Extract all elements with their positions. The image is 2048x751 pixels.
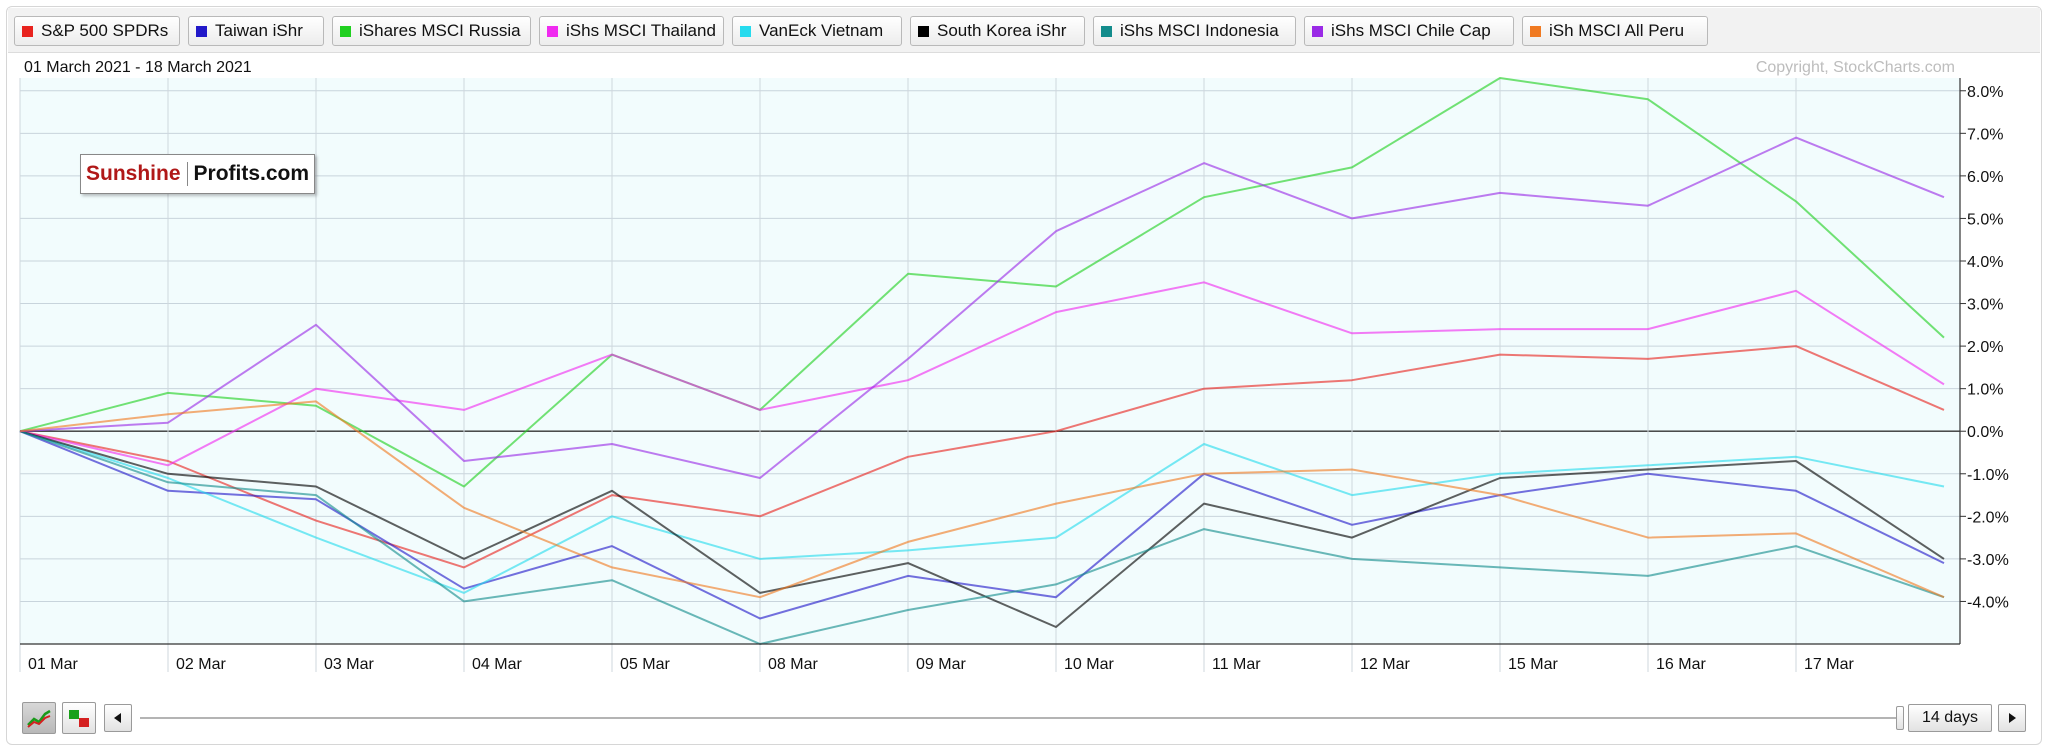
series-line: [19, 430, 1945, 620]
chart-controls: 14 days: [8, 690, 2040, 740]
series-line: [19, 136, 1945, 479]
copyright-label: Copyright, StockCharts.com: [1756, 59, 1955, 76]
scroll-right-button[interactable]: [1998, 704, 2026, 732]
scroll-handle[interactable]: [1896, 706, 1904, 730]
legend-swatch: [196, 25, 207, 37]
series-line: [19, 400, 1945, 599]
legend-label: S&P 500 SPDRs: [41, 21, 169, 40]
legend-swatch: [1530, 25, 1541, 37]
legend-label: iSh MSCI All Peru: [1549, 21, 1685, 40]
legend-swatch: [340, 25, 351, 37]
legend-swatch: [22, 25, 33, 37]
legend-label: iShs MSCI Thailand: [566, 21, 716, 40]
watermark-part-1: Sunshine: [86, 162, 188, 186]
series-line: [19, 430, 1945, 594]
x-tick-label: 12 Mar: [1360, 656, 1410, 673]
legend-item[interactable]: iShs MSCI Indonesia: [1093, 16, 1296, 46]
line-chart-button[interactable]: [22, 702, 56, 734]
x-tick-label: 15 Mar: [1508, 656, 1558, 673]
y-tick-label: -4.0%: [1967, 594, 2009, 611]
legend-label: South Korea iShr: [937, 21, 1067, 40]
x-axis-ticks: 01 Mar 02 Mar 03 Mar 04 Mar 05 Mar 08 Mar 09 M…: [28, 656, 1854, 673]
x-tick-label: 11 Mar: [1212, 656, 1261, 673]
y-tick-label: 2.0%: [1967, 339, 2003, 356]
period-label: 14 days: [1921, 709, 1979, 726]
y-tick-label: 5.0%: [1967, 211, 2003, 228]
legend-item[interactable]: S&P 500 SPDRs: [14, 16, 180, 46]
legend-swatch: [1101, 25, 1112, 37]
y-tick-label: -2.0%: [1967, 509, 2009, 526]
legend-swatch: [547, 25, 558, 37]
y-tick-label: -3.0%: [1967, 552, 2009, 569]
y-tick-label: 0.0%: [1967, 424, 2003, 441]
legend-label: iShs MSCI Indonesia: [1120, 21, 1279, 40]
period-selector-button[interactable]: 14 days: [1908, 704, 1992, 732]
y-tick-label: -1.0%: [1967, 467, 2009, 484]
legend-swatch: [740, 25, 751, 37]
x-tick-label: 10 Mar: [1064, 656, 1114, 673]
y-tick-label: 8.0%: [1967, 84, 2003, 101]
legend-item[interactable]: VanEck Vietnam: [732, 16, 902, 46]
legend-label: Taiwan iShr: [215, 21, 303, 40]
y-tick-label: 3.0%: [1967, 297, 2003, 314]
legend-item[interactable]: Taiwan iShr: [188, 16, 324, 46]
series-line: [19, 430, 1945, 628]
x-tick-label: 09 Mar: [916, 656, 966, 673]
line-chart-icon: [27, 709, 51, 728]
x-tick-label: 01 Mar: [28, 656, 78, 673]
legend-label: VanEck Vietnam: [759, 21, 884, 40]
sunshine-profits-watermark: Sunshine Profits.com: [80, 154, 316, 194]
x-tick-label: 02 Mar: [176, 656, 226, 673]
candlestick-button[interactable]: [62, 702, 96, 734]
left-arrow-icon: [114, 713, 121, 723]
candlestick-icon: [69, 710, 89, 727]
plot-background: [20, 78, 1960, 644]
x-tick-label: 17 Mar: [1804, 656, 1854, 673]
y-tick-label: 1.0%: [1967, 382, 2003, 399]
series-line: [19, 345, 1945, 569]
y-tick-label: 6.0%: [1967, 169, 2003, 186]
date-range-label: 01 March 2021 - 18 March 2021: [24, 59, 252, 76]
scroll-track[interactable]: [140, 717, 1900, 719]
y-tick-label: 4.0%: [1967, 254, 2003, 271]
legend-item[interactable]: iShs MSCI Thailand: [539, 16, 724, 46]
x-tick-label: 08 Mar: [768, 656, 818, 673]
legend-item[interactable]: iShs MSCI Chile Cap: [1304, 16, 1514, 46]
y-tick-label: 7.0%: [1967, 126, 2003, 143]
legend-bar: S&P 500 SPDRs Taiwan iShr iShares MSCI Rus…: [8, 8, 2040, 53]
legend-item[interactable]: South Korea iShr: [910, 16, 1085, 46]
watermark-part-2: Profits.com: [193, 162, 310, 185]
legend-swatch: [1312, 25, 1323, 37]
right-arrow-icon: [2009, 713, 2016, 723]
x-tick-label: 04 Mar: [472, 656, 522, 673]
legend-item[interactable]: iShares MSCI Russia: [332, 16, 531, 46]
legend-label: iShares MSCI Russia: [359, 21, 521, 40]
scroll-left-button[interactable]: [104, 704, 132, 732]
series-lines: [19, 77, 1945, 645]
x-tick-label: 03 Mar: [324, 656, 374, 673]
series-line: [19, 281, 1945, 467]
series-line: [19, 430, 1945, 645]
legend-swatch: [918, 25, 929, 37]
y-axis-ticks: 8.0% 7.0% 6.0% 5.0% 4.0% 3.0% 2.0% 1.0% 0.0% -1.0…: [1960, 84, 2009, 611]
x-tick-label: 16 Mar: [1656, 656, 1706, 673]
x-tick-label: 05 Mar: [620, 656, 670, 673]
grid: [19, 78, 1960, 672]
legend-item[interactable]: iSh MSCI All Peru: [1522, 16, 1708, 46]
legend-label: iShs MSCI Chile Cap: [1331, 21, 1491, 40]
